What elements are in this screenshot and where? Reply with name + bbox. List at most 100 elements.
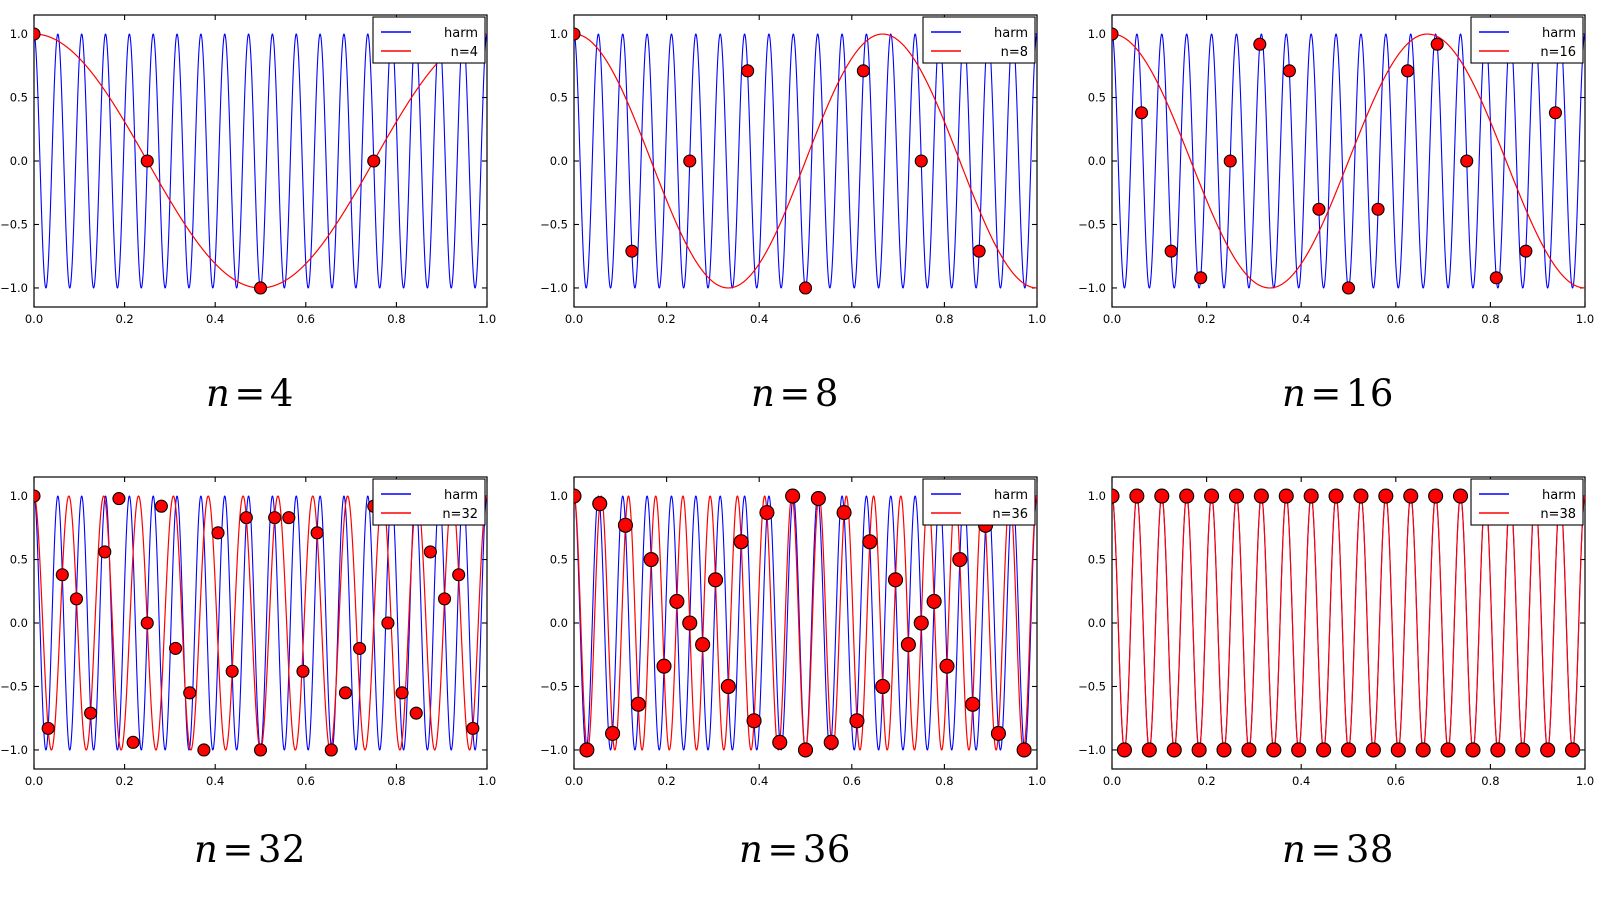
sample-point: [1565, 742, 1581, 758]
sample-point: [797, 742, 814, 758]
panel-caption-16: n = 16: [1078, 372, 1598, 415]
sample-point: [1016, 742, 1032, 758]
sample-point: [1282, 64, 1296, 78]
y-tick-label: 0.0: [550, 154, 568, 168]
sample-point: [338, 686, 352, 700]
y-tick-label: 0.0: [550, 616, 568, 630]
sample-point: [1141, 742, 1157, 758]
x-tick-label: 0.4: [1292, 774, 1310, 788]
sample-point: [1341, 281, 1356, 295]
sample-point: [1403, 488, 1419, 504]
sample-point: [253, 743, 268, 757]
legend: harm n=8: [922, 16, 1036, 64]
curve-n16: [1112, 33, 1585, 289]
sample-point: [798, 281, 813, 295]
legend: harm n=32: [372, 478, 486, 526]
x-tick-label: 0.2: [115, 312, 133, 326]
sample-point: [253, 281, 268, 295]
sample-point: [579, 742, 595, 758]
panel-caption-36: n = 36: [540, 828, 1050, 871]
sample-point: [972, 244, 986, 258]
legend-box: [372, 478, 486, 526]
sample-point: [1548, 106, 1562, 120]
x-tick-label: 0.2: [657, 312, 675, 326]
sample-point: [1365, 742, 1381, 758]
sample-point: [900, 637, 916, 653]
sample-point: [1430, 37, 1444, 51]
caption-operator: =: [222, 828, 254, 871]
x-tick-label: 0.0: [25, 312, 43, 326]
sample-point: [836, 504, 852, 521]
sample-point: [126, 735, 140, 749]
sample-point: [1129, 488, 1145, 504]
plot-area-16: 0.0 0.2 0.4 0.6 0.8 1.0 1.0 0.5 0.0 −0.5 −1.0 harm n…: [1078, 0, 1598, 345]
sample-point: [939, 658, 955, 674]
y-tick-label: 1.0: [10, 27, 28, 41]
sample-point: [720, 678, 736, 695]
x-tick-label: 1.0: [1028, 312, 1046, 326]
caption-value: 4: [269, 372, 294, 415]
panel-caption-38: n = 38: [1078, 828, 1598, 871]
x-tick-label: 1.0: [478, 774, 496, 788]
sample-point: [887, 572, 904, 588]
legend-label: harm: [444, 488, 478, 503]
y-tick-label: 0.0: [10, 616, 28, 630]
y-tick-label: −0.5: [0, 217, 28, 231]
caption-variable: n: [1282, 828, 1307, 871]
sample-point: [1316, 742, 1332, 758]
x-tick-label: 0.0: [565, 774, 583, 788]
y-tick-label: 1.0: [10, 489, 28, 503]
legend-box: [922, 16, 1036, 64]
sample-point: [772, 734, 788, 750]
x-tick-label: 0.4: [750, 312, 768, 326]
x-tick-label: 0.0: [565, 312, 583, 326]
chart-panel-36: 0.0 0.2 0.4 0.6 0.8 1.0 1.0 0.5 0.0 −0.5 −1.0 harm n…: [540, 462, 1050, 807]
sample-point: [268, 511, 282, 525]
sample-point: [140, 154, 154, 168]
sample-point: [1440, 742, 1456, 758]
sample-point: [630, 696, 646, 712]
sample-point: [1164, 244, 1178, 258]
sample-point: [1489, 271, 1503, 285]
chart-panel-16: 0.0 0.2 0.4 0.6 0.8 1.0 1.0 0.5 0.0 −0.5 −1.0 harm n…: [1078, 0, 1598, 345]
caption-operator: =: [779, 372, 811, 415]
y-tick-label: 1.0: [550, 489, 568, 503]
panel-caption-32: n = 32: [0, 828, 500, 871]
sample-point: [1465, 742, 1481, 758]
y-tick-label: 0.5: [10, 553, 28, 567]
x-tick-label: 0.2: [1197, 312, 1215, 326]
caption-value: 32: [257, 828, 306, 871]
legend-label: harm: [1542, 488, 1576, 503]
caption-variable: n: [206, 372, 231, 415]
y-tick-label: −0.5: [540, 679, 568, 693]
sample-point: [1291, 742, 1307, 758]
sample-point: [1223, 154, 1237, 168]
y-tick-label: −0.5: [540, 217, 568, 231]
sample-point: [1312, 202, 1326, 216]
sample-point: [574, 488, 582, 504]
sample-point: [605, 725, 621, 742]
sample-point: [409, 706, 423, 720]
sample-point: [695, 637, 711, 653]
legend-box: [922, 478, 1036, 526]
plot-area-4: 0.0 0.2 0.4 0.6 0.8 1.0 1.0 0.5 0.0 −0.5 −1.0 harm n…: [0, 0, 500, 345]
x-tick-label: 0.4: [206, 312, 224, 326]
sample-point: [1253, 37, 1267, 51]
curve-n36: [574, 495, 1037, 751]
x-tick-label: 0.4: [206, 774, 224, 788]
sample-point: [810, 491, 826, 507]
sample-point: [707, 572, 724, 588]
sample-point: [625, 244, 639, 258]
sample-point: [225, 664, 239, 678]
sample-point: [1191, 742, 1207, 758]
legend-label: harm: [1542, 26, 1576, 41]
sample-point: [1112, 27, 1119, 41]
sample-point: [1204, 488, 1220, 504]
sample-point: [452, 568, 466, 582]
sample-point: [1353, 488, 1369, 504]
sample-point: [1112, 488, 1120, 504]
sample-point: [990, 725, 1006, 742]
x-tick-label: 0.8: [935, 312, 953, 326]
y-tick-label: −0.5: [0, 679, 28, 693]
sample-point: [875, 678, 891, 695]
